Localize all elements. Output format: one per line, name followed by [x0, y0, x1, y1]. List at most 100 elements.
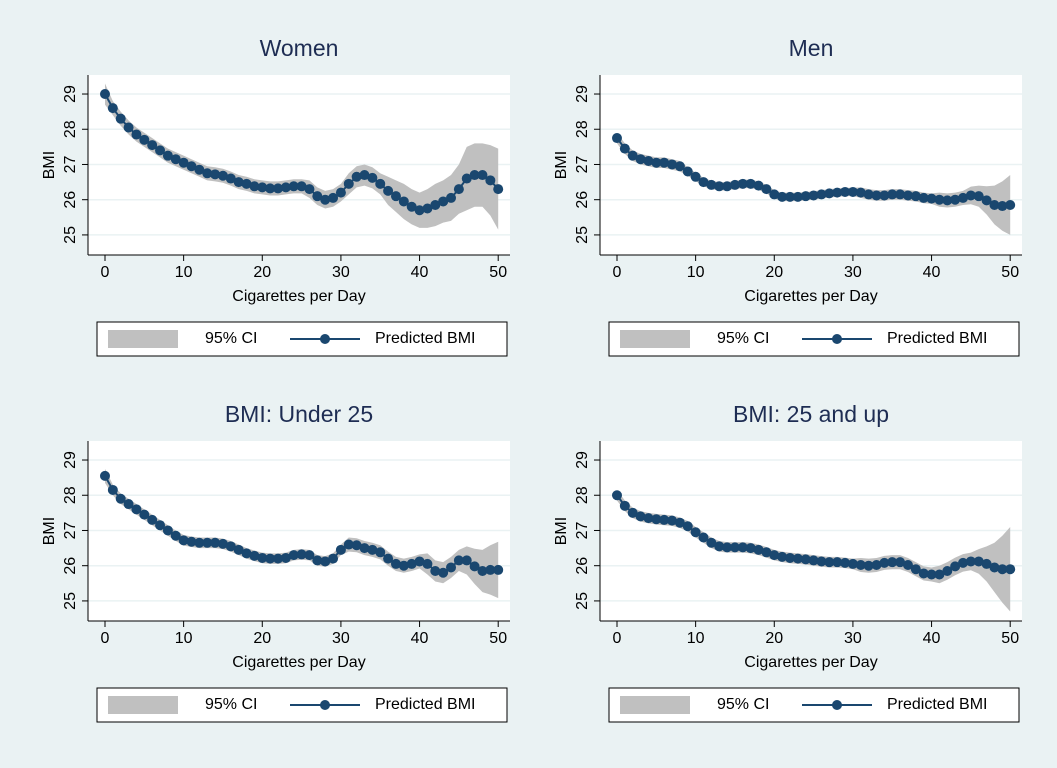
marker: [210, 537, 221, 548]
x-tick-label: 0: [101, 630, 110, 647]
marker: [674, 517, 685, 528]
marker: [895, 189, 906, 200]
marker: [390, 558, 401, 569]
x-tick-label: 20: [765, 264, 783, 281]
x-tick-label: 40: [411, 264, 429, 281]
marker: [832, 187, 843, 198]
marker: [328, 192, 339, 203]
legend-label: 95% CI: [717, 696, 769, 713]
marker: [312, 555, 323, 566]
marker: [288, 550, 299, 561]
marker: [651, 157, 662, 168]
marker: [477, 565, 488, 576]
marker: [942, 565, 953, 576]
marker: [241, 178, 252, 189]
marker: [320, 194, 331, 205]
marker: [910, 191, 921, 202]
y-tick-label: 29: [62, 85, 79, 103]
y-tick-label: 26: [62, 191, 79, 209]
marker: [840, 557, 851, 568]
marker: [233, 177, 244, 188]
x-tick-label: 10: [687, 264, 705, 281]
marker: [855, 187, 866, 198]
marker: [745, 178, 756, 189]
marker: [257, 552, 268, 563]
marker: [194, 537, 205, 548]
marker: [753, 544, 764, 555]
marker: [714, 541, 725, 552]
marker: [335, 187, 346, 198]
marker: [690, 527, 701, 538]
marker: [635, 154, 646, 165]
marker: [926, 193, 937, 204]
marker: [635, 511, 646, 522]
panel-title: Women: [260, 35, 339, 61]
marker: [777, 551, 788, 562]
marker: [438, 196, 449, 207]
legend-marker: [832, 334, 842, 344]
marker: [753, 180, 764, 191]
y-tick-label: 28: [62, 486, 79, 504]
marker: [312, 191, 323, 202]
marker: [139, 134, 150, 145]
marker: [162, 525, 173, 536]
y-tick-label: 26: [574, 191, 591, 209]
marker: [131, 129, 142, 140]
marker: [493, 564, 504, 575]
panel-title: BMI: 25 and up: [733, 401, 889, 427]
marker: [155, 520, 166, 531]
marker: [304, 184, 315, 195]
marker: [351, 540, 362, 551]
marker: [706, 179, 717, 190]
marker: [997, 201, 1008, 212]
marker: [170, 154, 181, 165]
y-tick-label: 27: [574, 521, 591, 539]
legend-swatch: [108, 330, 178, 348]
marker: [296, 549, 307, 560]
marker: [343, 539, 354, 550]
marker: [453, 555, 464, 566]
marker: [926, 569, 937, 580]
marker: [241, 548, 252, 559]
marker: [202, 537, 213, 548]
x-tick-label: 50: [1001, 630, 1019, 647]
marker: [225, 541, 236, 552]
y-tick-label: 26: [574, 557, 591, 575]
x-axis-label: Cigarettes per Day: [232, 288, 365, 305]
y-tick-label: 27: [574, 155, 591, 173]
x-tick-label: 0: [613, 630, 622, 647]
marker: [446, 562, 457, 573]
marker: [406, 558, 417, 569]
marker: [367, 172, 378, 183]
marker: [123, 122, 134, 133]
legend-swatch: [620, 330, 690, 348]
marker: [997, 564, 1008, 575]
marker: [328, 553, 339, 564]
x-axis-label: Cigarettes per Day: [744, 654, 877, 671]
y-tick-label: 27: [62, 155, 79, 173]
x-tick-label: 30: [844, 264, 862, 281]
marker: [611, 133, 622, 144]
marker: [186, 161, 197, 172]
panel-title: Men: [789, 35, 834, 61]
legend-marker: [320, 334, 330, 344]
marker: [611, 490, 622, 501]
marker: [973, 191, 984, 202]
marker: [296, 181, 307, 192]
marker: [737, 542, 748, 553]
marker: [99, 89, 110, 100]
x-tick-label: 30: [332, 264, 350, 281]
marker: [485, 564, 496, 575]
marker: [406, 201, 417, 212]
y-axis-label: BMI: [41, 517, 58, 545]
marker: [989, 199, 1000, 210]
marker: [430, 199, 441, 210]
marker: [288, 181, 299, 192]
y-axis-label: BMI: [41, 151, 58, 179]
marker: [910, 564, 921, 575]
marker: [225, 173, 236, 184]
marker: [202, 168, 213, 179]
marker: [162, 150, 173, 161]
y-axis-label: BMI: [553, 517, 570, 545]
